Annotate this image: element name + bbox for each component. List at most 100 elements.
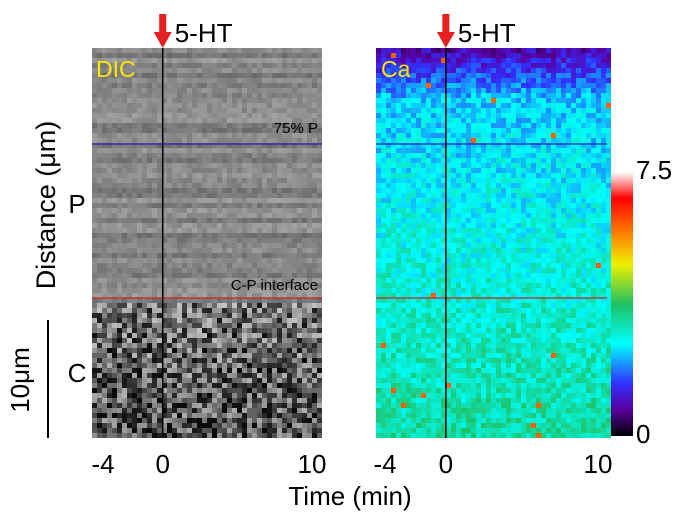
- pixel: [247, 48, 252, 53]
- pixel: [132, 378, 137, 383]
- pixel: [177, 93, 182, 98]
- pixel: [496, 108, 501, 113]
- pixel: [571, 108, 576, 113]
- pixel: [187, 268, 192, 273]
- pixel: [222, 83, 227, 88]
- pixel: [307, 228, 312, 233]
- pixel: [107, 153, 112, 158]
- pixel: [521, 153, 526, 158]
- pixel: [122, 433, 127, 438]
- pixel: [262, 223, 267, 228]
- pixel: [481, 163, 486, 168]
- pixel: [137, 258, 142, 263]
- pixel: [207, 98, 212, 103]
- pixel: [237, 128, 242, 133]
- pixel: [282, 183, 287, 188]
- pixel: [127, 363, 132, 368]
- pixel: [601, 63, 606, 68]
- pixel: [117, 383, 122, 388]
- pixel: [307, 248, 312, 253]
- pixel: [187, 373, 192, 378]
- pixel: [272, 243, 277, 248]
- pixel: [531, 108, 536, 113]
- pixel: [536, 183, 541, 188]
- pixel: [386, 93, 391, 98]
- pixel: [307, 243, 312, 248]
- pixel: [187, 73, 192, 78]
- pixel: [416, 48, 421, 53]
- pixel: [202, 73, 207, 78]
- pixel: [182, 333, 187, 338]
- pixel: [272, 433, 277, 438]
- pixel: [197, 243, 202, 248]
- pixel: [501, 108, 506, 113]
- pixel: [212, 393, 217, 398]
- pixel: [132, 413, 137, 418]
- pixel: [486, 123, 491, 128]
- pixel: [471, 148, 476, 153]
- pixel: [172, 88, 177, 93]
- pixel: [471, 133, 476, 138]
- pixel: [272, 308, 277, 313]
- pixel: [277, 388, 282, 393]
- pixel: [446, 83, 451, 88]
- pixel: [317, 243, 322, 248]
- pixel: [242, 318, 247, 323]
- pixel: [217, 233, 222, 238]
- pixel: [516, 83, 521, 88]
- pixel: [277, 318, 282, 323]
- pixel: [451, 73, 456, 78]
- pixel: [411, 93, 416, 98]
- pixel: [107, 138, 112, 143]
- pixel: [147, 348, 152, 353]
- pixel: [147, 278, 152, 283]
- pixel: [386, 103, 391, 108]
- pixel: [252, 58, 257, 63]
- pixel: [202, 378, 207, 383]
- pixel: [97, 353, 102, 358]
- pixel: [516, 118, 521, 123]
- pixel: [232, 308, 237, 313]
- pixel: [102, 263, 107, 268]
- pixel: [536, 128, 541, 133]
- pixel: [491, 188, 496, 193]
- pixel: [92, 148, 97, 153]
- pixel: [481, 128, 486, 133]
- pixel: [451, 128, 456, 133]
- pixel: [476, 53, 481, 58]
- pixel: [297, 168, 302, 173]
- pixel: [167, 198, 172, 203]
- pixel: [177, 403, 182, 408]
- pixel: [606, 88, 611, 93]
- pixel: [302, 213, 307, 218]
- pixel: [242, 253, 247, 258]
- pixel: [127, 328, 132, 333]
- pixel: [147, 238, 152, 243]
- pixel: [287, 63, 292, 68]
- pixel: [312, 98, 317, 103]
- pixel: [102, 413, 107, 418]
- pixel: [142, 278, 147, 283]
- pixel: [262, 298, 267, 303]
- pixel: [431, 173, 436, 178]
- pixel: [192, 433, 197, 438]
- pixel: [436, 183, 441, 188]
- pixel: [506, 158, 511, 163]
- pixel: [217, 48, 222, 53]
- pixel: [546, 178, 551, 183]
- pixel: [237, 378, 242, 383]
- pixel: [197, 433, 202, 438]
- pixel: [137, 183, 142, 188]
- pixel: [312, 113, 317, 118]
- pixel: [227, 133, 232, 138]
- pixel: [167, 53, 172, 58]
- pixel: [391, 153, 396, 158]
- pixel: [157, 103, 162, 108]
- pixel: [401, 138, 406, 143]
- pixel: [272, 268, 277, 273]
- pixel: [197, 383, 202, 388]
- pixel: [536, 133, 541, 138]
- pixel: [197, 173, 202, 178]
- pixel: [297, 163, 302, 168]
- pixel: [122, 288, 127, 293]
